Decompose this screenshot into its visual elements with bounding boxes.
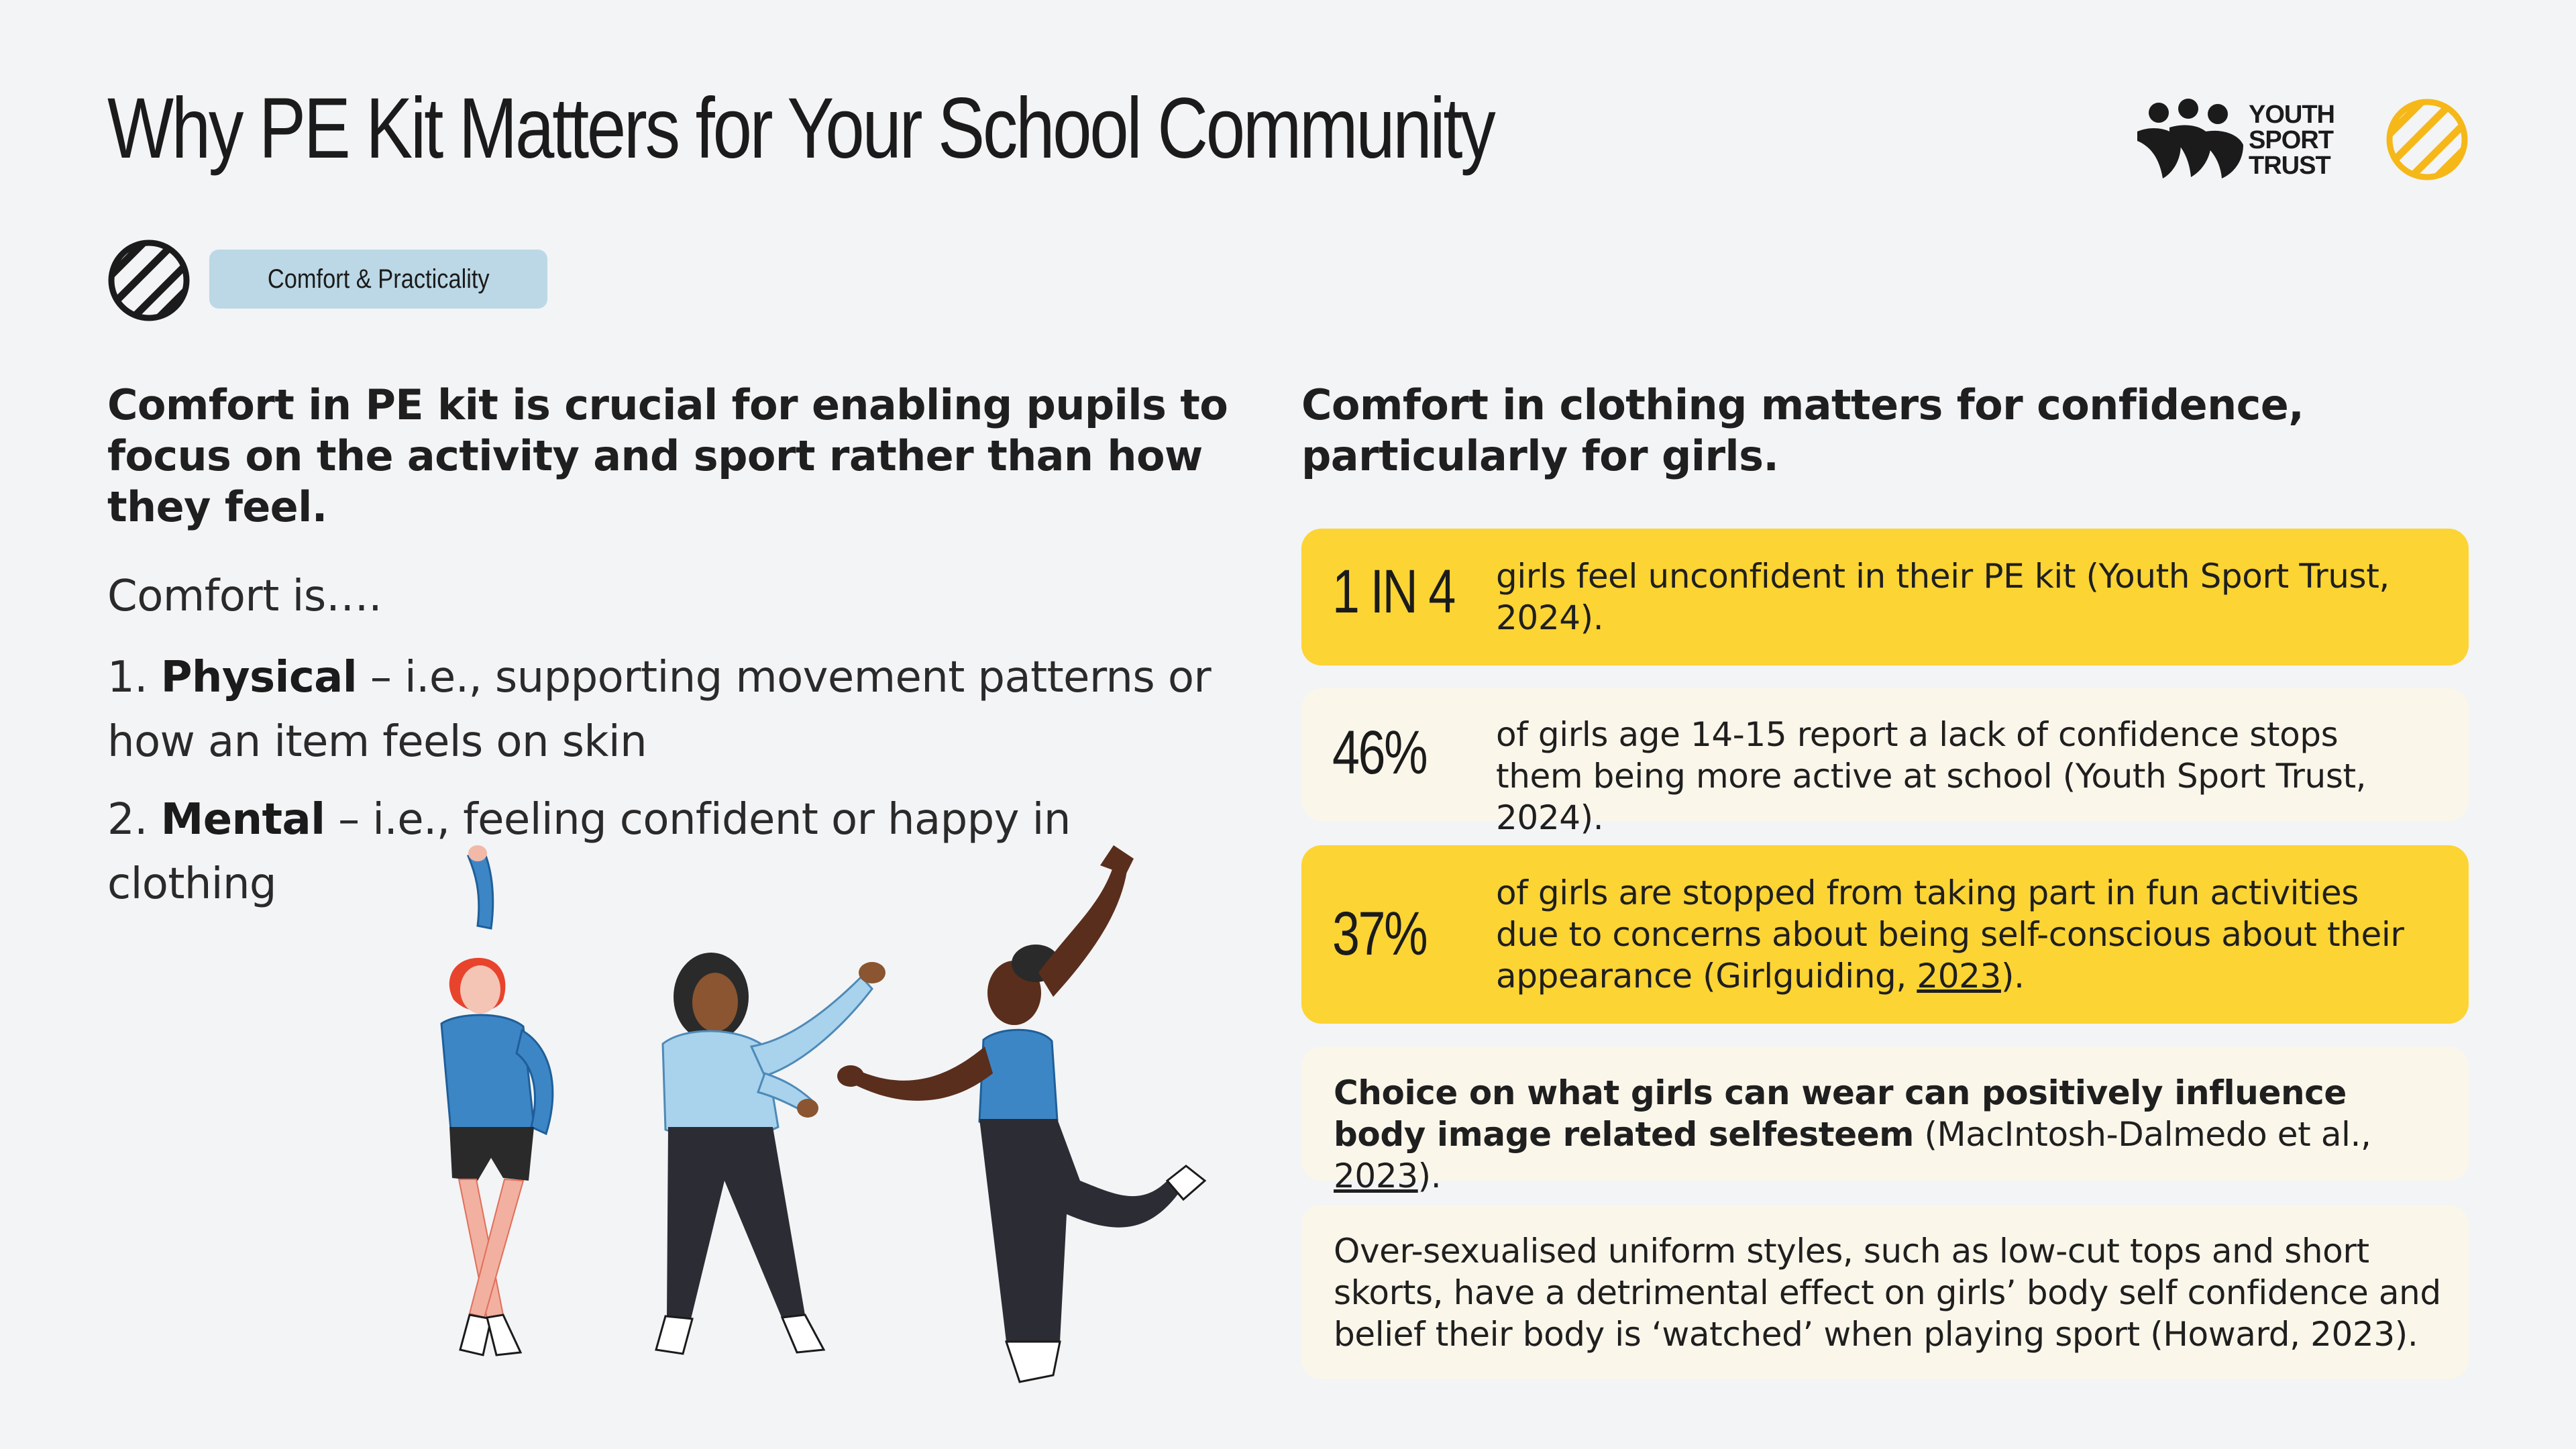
info-card-emphasis: Choice on what girls can wear can positi… xyxy=(1334,1073,2347,1154)
girl-hijab-figure xyxy=(655,953,885,1355)
point-mental: 2. Mental – i.e., feeling confident or h… xyxy=(107,788,1234,916)
stat-description: girls feel unconfident in their PE kit (… xyxy=(1496,557,2390,637)
comfort-is-label: Comfort is…. xyxy=(107,572,382,621)
point-heading: Mental xyxy=(160,795,325,845)
stat-card: 1 IN 4 girls feel unconfident in their P… xyxy=(1301,529,2469,665)
stat-text-part: ). xyxy=(2000,957,2025,996)
info-card-text: Over-sexualised uniform styles, such as … xyxy=(1334,1232,2441,1354)
right-lead-text: Comfort in clothing matters for confiden… xyxy=(1301,380,2304,480)
point-number: 1. xyxy=(107,653,148,702)
point-number: 2. xyxy=(107,795,148,845)
wordmark-line: TRUST xyxy=(2249,152,2331,180)
wordmark-line: SPORT xyxy=(2249,126,2334,154)
page-title: Why PE Kit Matters for Your School Commu… xyxy=(107,80,1496,176)
info-card-text: Choice on what girls can wear can positi… xyxy=(1334,1072,2442,1197)
youth-sport-trust-wordmark: YOUTH SPORT TRUST xyxy=(2249,101,2335,180)
section-tag-label: Comfort & Practicality xyxy=(267,264,490,294)
stat-description: of girls are stopped from taking part in… xyxy=(1496,872,2415,997)
stat-card: 46% of girls age 14-15 report a lack of … xyxy=(1301,688,2469,837)
point-physical: 1. Physical – i.e., supporting movement … xyxy=(107,645,1234,774)
stat-description: of girls age 14-15 report a lack of conf… xyxy=(1496,715,2367,837)
point-heading: Physical xyxy=(160,653,358,702)
stat-value: 1 IN 4 xyxy=(1332,557,1456,626)
point-description: – i.e., supporting movement patterns or … xyxy=(107,653,1212,767)
stat-card: 37% of girls are stopped from taking par… xyxy=(1301,845,2469,1024)
wordmark-line: YOUTH xyxy=(2249,101,2335,129)
youth-sport-trust-logo-icon xyxy=(2137,99,2243,178)
citation-link[interactable]: 2023 xyxy=(1917,957,2001,996)
girl-blue-vest-figure xyxy=(837,845,1207,1383)
stat-value: 46% xyxy=(1332,718,1428,787)
info-card: Choice on what girls can wear can positi… xyxy=(1301,1046,2469,1195)
info-card-citation: (MacIntosh-Dalmedo et al., xyxy=(1913,1115,2371,1154)
citation-link[interactable]: 2023 xyxy=(1334,1157,1418,1195)
stat-value: 37% xyxy=(1332,900,1428,968)
black-striped-circle-icon xyxy=(108,239,190,321)
point-description: – i.e., feeling confident or happy in cl… xyxy=(107,795,1071,909)
yellow-striped-circle-icon xyxy=(2386,99,2468,180)
info-card: Over-sexualised uniform styles, such as … xyxy=(1301,1205,2469,1379)
info-card-citation: ). xyxy=(1417,1157,1442,1195)
section-tag: Comfort & Practicality xyxy=(209,250,547,309)
left-lead-text: Comfort in PE kit is crucial for enablin… xyxy=(107,380,1228,531)
dancing-girls-illustration xyxy=(440,845,1207,1383)
left-column: Comfort in PE kit is crucial for enablin… xyxy=(107,380,1261,533)
girl-red-hair-figure xyxy=(440,845,554,1356)
stat-text-part: of girls are stopped from taking part in… xyxy=(1496,873,2404,996)
